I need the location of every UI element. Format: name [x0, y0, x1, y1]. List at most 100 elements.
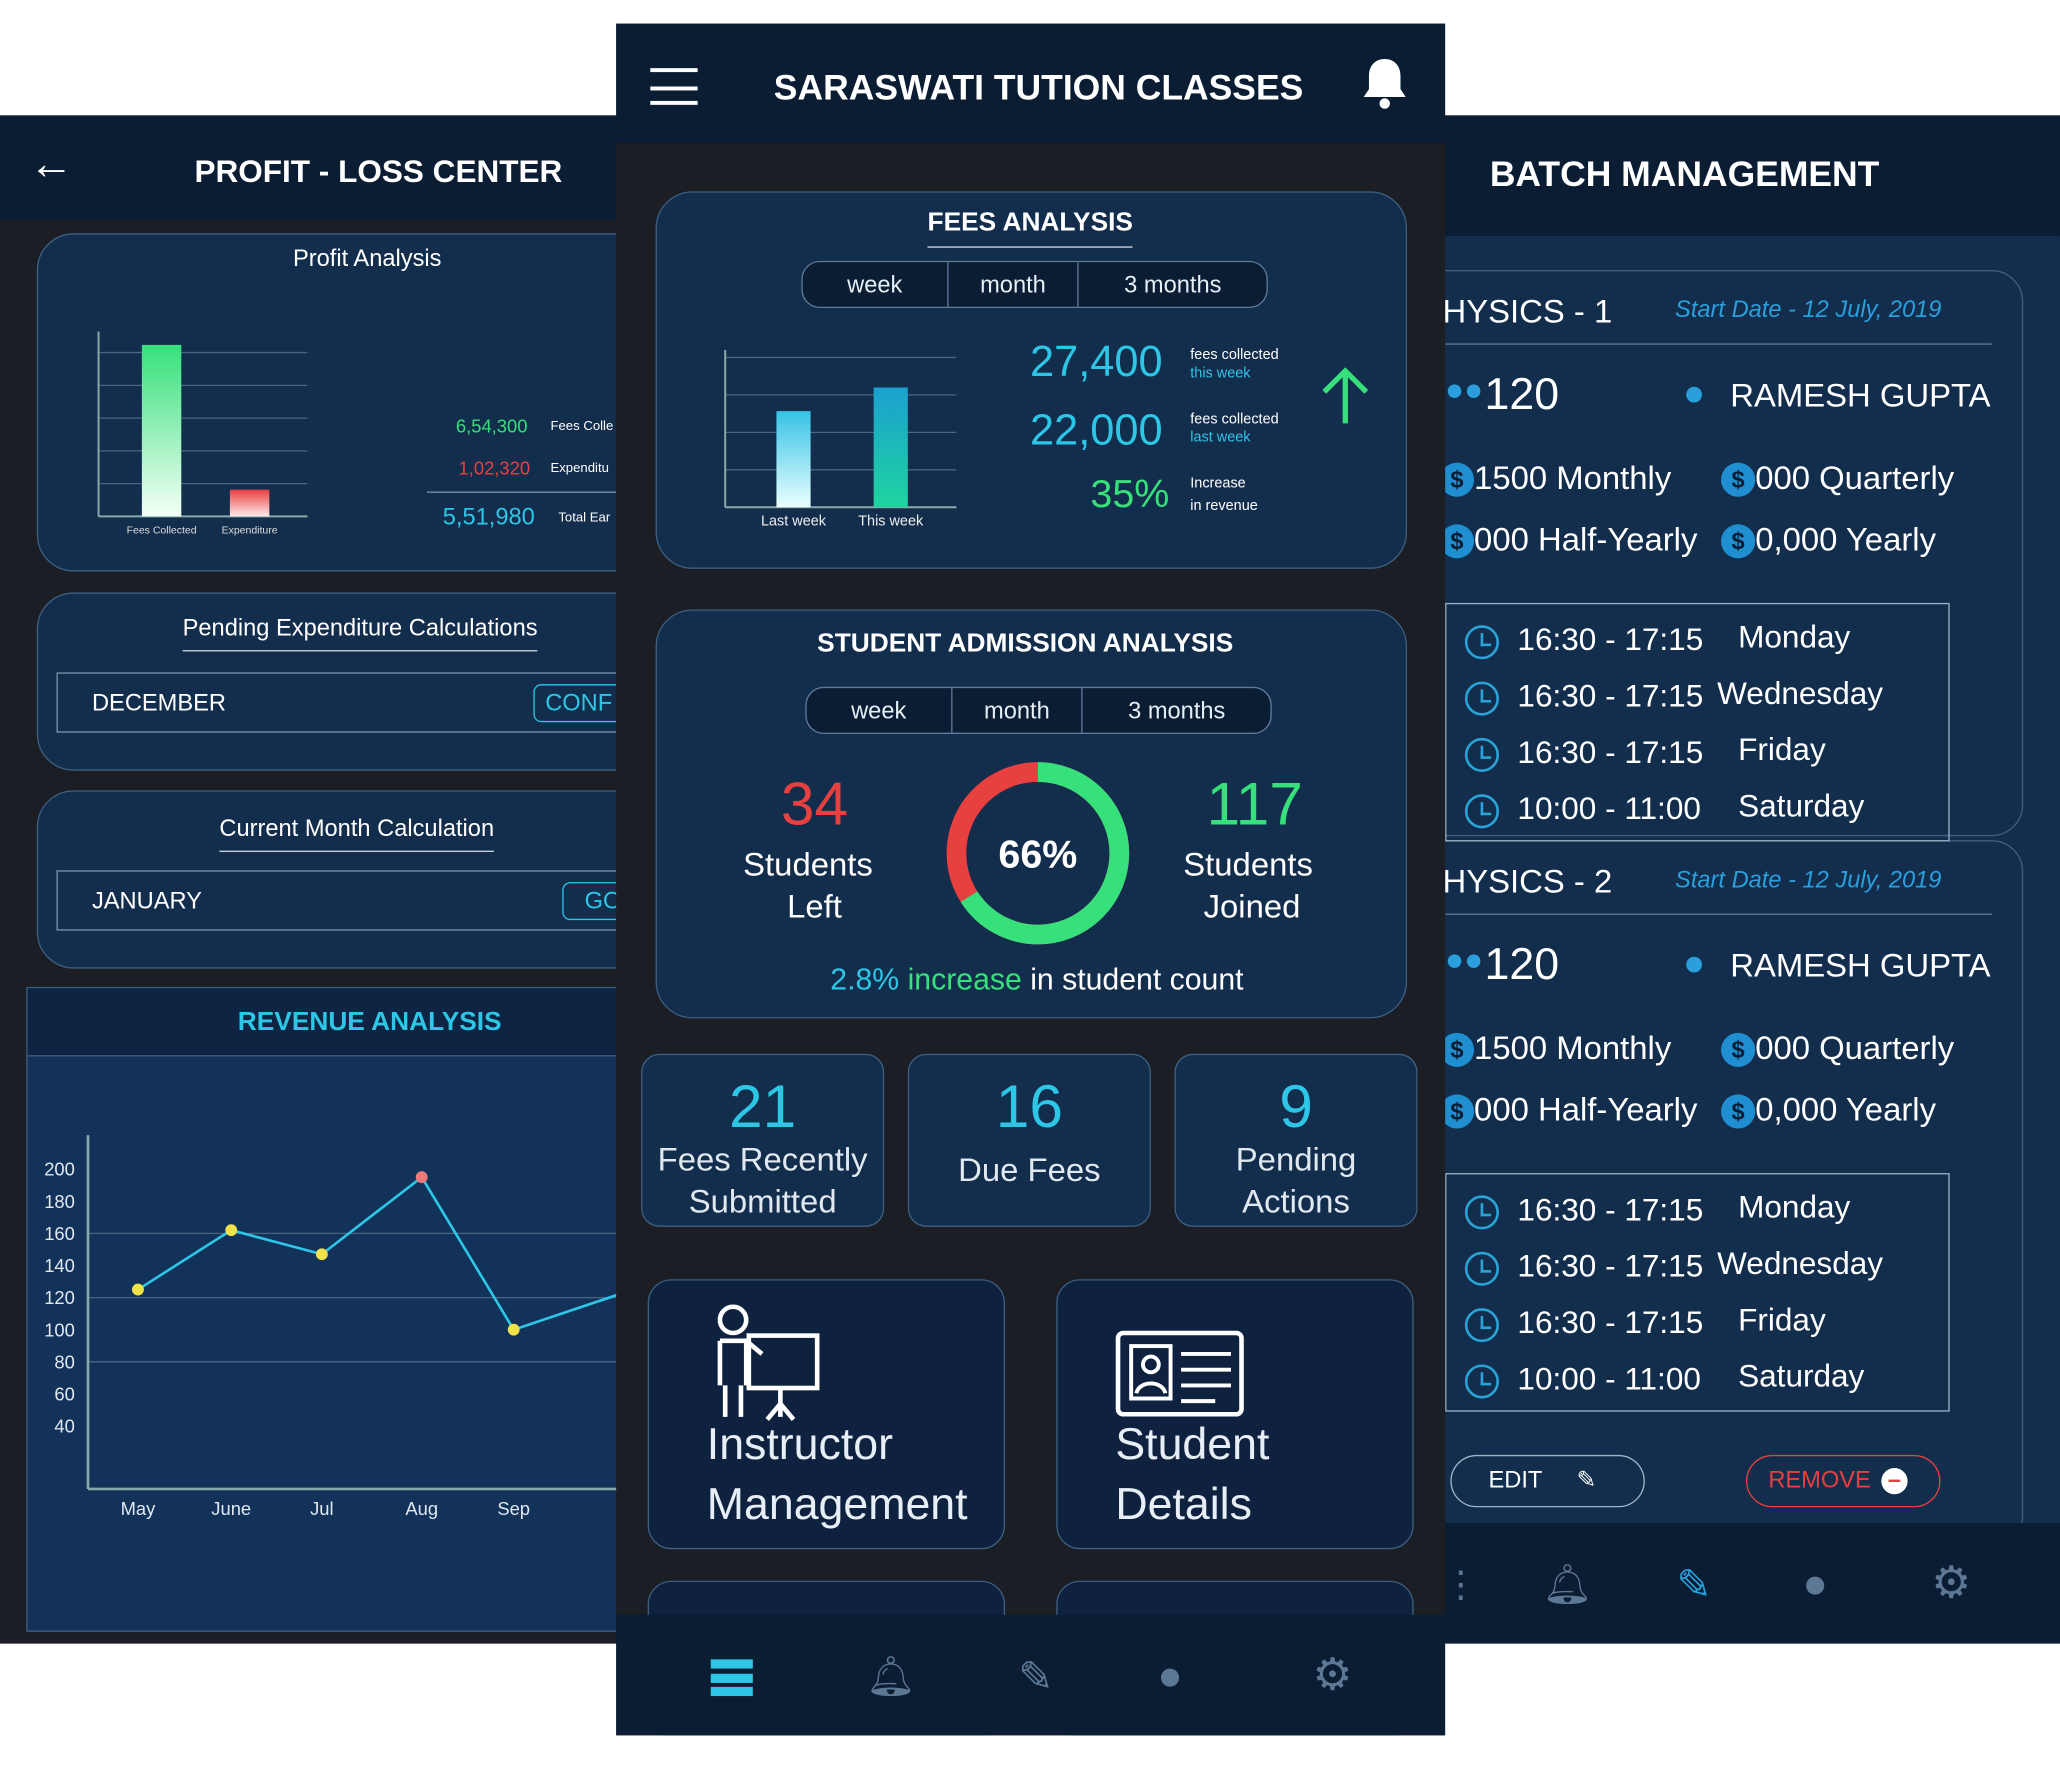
fee-entry: $0,000 Yearly	[1721, 1092, 1936, 1130]
clock-icon	[1464, 1194, 1500, 1229]
menu-icon[interactable]	[650, 68, 698, 105]
increase-percent: 2.8%	[830, 962, 900, 997]
students-icon: ●●	[1445, 372, 1484, 408]
up-arrow-icon	[1322, 367, 1369, 424]
dollar-coin-icon: $	[1439, 524, 1475, 559]
schedule-box: 16:30 - 17:15 Monday 16:30 - 17:15 Wednesda…	[1445, 1173, 1950, 1412]
app-title: SARASWATI TUTION CLASSES	[773, 68, 1304, 108]
user-icon[interactable]: ●	[1157, 1651, 1183, 1699]
schedule-row: 10:00 - 11:00	[1464, 1362, 1701, 1399]
fee-entry: $000 Quarterly	[1721, 1030, 1954, 1068]
clock-icon	[1464, 1307, 1500, 1342]
slot-time: 16:30 - 17:15	[1517, 1249, 1704, 1285]
fee-text: 000 Half-Yearly	[1474, 1091, 1698, 1129]
back-arrow-icon[interactable]: ←	[28, 138, 74, 189]
increase-word: increase	[907, 962, 1022, 997]
students-icon: ●●	[1445, 942, 1484, 978]
page-title: PROFIT - LOSS CENTER	[194, 154, 563, 191]
notification-bell-icon[interactable]	[1360, 55, 1410, 110]
remove-button[interactable]: REMOVE –	[1746, 1454, 1941, 1508]
fee-entry: $000 Quarterly	[1721, 460, 1954, 498]
edit-button[interactable]: EDIT ✎	[1450, 1454, 1645, 1508]
students-left-l2: Left	[787, 888, 842, 926]
tile-line: Management	[706, 1479, 968, 1530]
edit-label: EDIT	[1488, 1466, 1543, 1493]
center-bottom-nav: 🔔︎ ✎ ● ⚙	[616, 1614, 1446, 1736]
slot-day: Wednesday	[1717, 1246, 1884, 1282]
clock-icon	[1464, 793, 1500, 828]
teacher-name: RAMESH GUPTA	[1730, 947, 1991, 985]
revenue-header: REVENUE ANALYSIS	[27, 988, 618, 1057]
confirm-button[interactable]: CONF	[533, 684, 618, 723]
user-icon[interactable]: ●	[1802, 1559, 1828, 1607]
stat-number: 16	[995, 1072, 1063, 1141]
batch-start-date: Start Date - 12 July, 2019	[1675, 866, 1942, 893]
settings-icon[interactable]: ⚙	[1312, 1650, 1353, 1700]
schedule-row: 16:30 - 17:15	[1464, 1305, 1703, 1342]
instructor-management-tile[interactable]: Instructor Management	[647, 1279, 1006, 1550]
clock-icon	[1464, 1251, 1500, 1286]
stat-fees-submitted[interactable]: 21 Fees Recently Submitted	[641, 1053, 885, 1227]
fees-last-l2: last week	[1190, 429, 1251, 446]
list-icon[interactable]: ⋮	[1442, 1563, 1480, 1605]
y-tick-label: 120	[44, 1287, 75, 1308]
settings-icon[interactable]: ⚙	[1931, 1558, 1972, 1609]
slot-day: Wednesday	[1717, 676, 1884, 712]
y-tick-label: 100	[44, 1319, 75, 1340]
y-tick-label: 140	[44, 1255, 75, 1276]
right-bottom-nav: ⋮ 🔔︎ ✎ ● ⚙	[1442, 1523, 2060, 1644]
fee-text: 0,000 Yearly	[1755, 1091, 1937, 1129]
tab-week[interactable]: week	[803, 262, 949, 307]
admission-ring-chart: 66%	[946, 762, 1130, 945]
go-button[interactable]: GO	[562, 882, 618, 921]
revenue-card: REVENUE ANALYSIS 200 180 160 140 120 100 80 60 4…	[26, 986, 618, 1632]
y-tick-label: 180	[44, 1191, 75, 1212]
tab-month[interactable]: month	[948, 262, 1080, 307]
pencil-icon[interactable]: ✎	[1018, 1652, 1054, 1700]
pencil-icon[interactable]: ✎	[1676, 1561, 1712, 1609]
current-month-field[interactable]: JANUARY GO	[56, 870, 618, 931]
schedule-row: 16:30 - 17:15	[1464, 623, 1703, 660]
revenue-point	[315, 1248, 328, 1261]
batch-start-date: Start Date - 12 July, 2019	[1675, 296, 1942, 323]
pct-l2: in revenue	[1190, 498, 1258, 514]
left-header: ← PROFIT - LOSS CENTER	[0, 115, 618, 221]
profit-bar-fees	[141, 344, 182, 517]
slot-day: Friday	[1738, 732, 1826, 769]
pencil-icon: ✎	[1576, 1466, 1597, 1493]
batch-card-2	[1442, 840, 2024, 1548]
tab-week[interactable]: week	[807, 688, 953, 733]
students-joined-l2: Joined	[1203, 888, 1301, 926]
tab-3-months[interactable]: 3 months	[1124, 270, 1222, 297]
fees-this-l2: this week	[1190, 365, 1251, 382]
dashboard-icon[interactable]	[710, 1659, 753, 1697]
stat-due-fees[interactable]: 16 Due Fees	[907, 1053, 1151, 1227]
tab-3-months[interactable]: 3 months	[1128, 696, 1226, 723]
bell-icon[interactable]: 🔔︎	[1542, 1563, 1593, 1607]
center-screen: SARASWATI TUTION CLASSES FEES ANALYSIS w…	[616, 23, 1446, 1736]
y-tick-label: 40	[54, 1416, 74, 1437]
legend-fees-label: Fees Colle	[550, 419, 614, 434]
student-details-tile[interactable]: Student Details	[1056, 1279, 1414, 1550]
students-joined-count: 117	[1206, 769, 1303, 838]
admission-card: STUDENT ADMISSION ANALYSIS week month 3 …	[655, 609, 1408, 1019]
revenue-point	[132, 1283, 144, 1296]
stat-pending-actions[interactable]: 9 Pending Actions	[1174, 1053, 1418, 1227]
dollar-coin-icon: $	[1721, 1033, 1756, 1068]
fees-last-week: 22,000	[1029, 405, 1163, 454]
student-card-icon	[1115, 1330, 1244, 1417]
x-tick-label: Jul	[310, 1498, 334, 1519]
slot-day: Saturday	[1738, 789, 1865, 825]
teacher-icon: ●	[1682, 942, 1706, 984]
batch-title: BATCH MANAGEMENT	[1489, 154, 1880, 194]
tab-month[interactable]: month	[952, 688, 1084, 733]
pending-month-field[interactable]: DECEMBER CONF	[56, 672, 618, 733]
schedule-row: 16:30 - 17:15	[1464, 1249, 1704, 1286]
bell-icon[interactable]: 🔔︎	[865, 1655, 916, 1699]
fee-text: 000 Quarterly	[1755, 460, 1955, 497]
legend-exp-value: 1,02,320	[458, 457, 531, 479]
pending-title: Pending Expenditure Calculations	[182, 615, 538, 652]
fee-text: 000 Half-Yearly	[1474, 521, 1698, 559]
x-tick-label: Sep	[497, 1498, 530, 1519]
legend-exp-label: Expenditu	[550, 461, 609, 476]
